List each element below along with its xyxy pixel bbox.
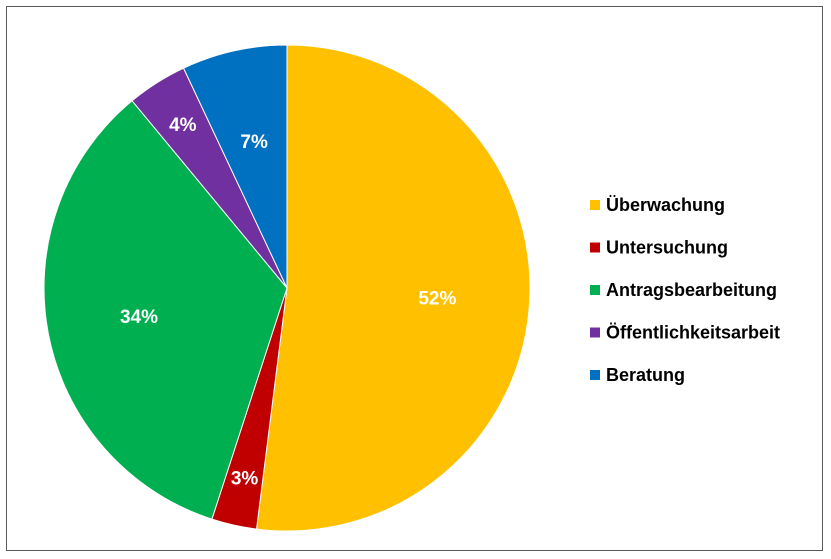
legend-label: Beratung xyxy=(606,365,685,385)
slice-value-label: 3% xyxy=(231,469,259,490)
chart-legend: Überwachung Untersuchung Antragsbearbeitun… xyxy=(590,195,780,385)
legend-label: Antragsbearbeitung xyxy=(606,280,777,300)
legend-label: Untersuchung xyxy=(606,238,728,258)
pie-slice-labels: 52% 3% 34% 4% 7% xyxy=(120,115,456,490)
legend-swatch xyxy=(590,285,600,295)
legend-swatch xyxy=(590,200,600,210)
slice-value-label: 52% xyxy=(418,288,456,309)
legend-swatch xyxy=(590,242,600,253)
legend-swatch xyxy=(590,370,600,380)
pie-slice xyxy=(182,44,288,289)
pie-slices xyxy=(43,44,531,532)
pie-slice xyxy=(43,100,288,520)
legend-label: Überwachung xyxy=(606,195,725,215)
legend-swatch xyxy=(590,327,600,338)
slice-value-label: 4% xyxy=(169,115,197,136)
legend-label: Öffentlichkeitsarbeit xyxy=(606,323,780,343)
slice-value-label: 7% xyxy=(240,132,268,153)
pie-slice xyxy=(255,44,531,532)
slice-value-label: 34% xyxy=(120,307,158,328)
